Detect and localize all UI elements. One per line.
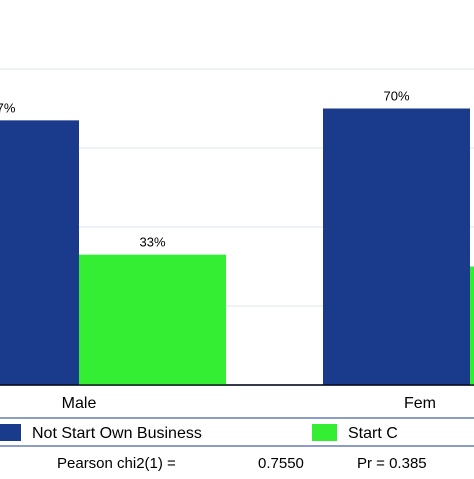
data-labels: 7% 70% 33% — [0, 89, 410, 250]
data-label: 70% — [383, 89, 409, 104]
legend-box — [0, 417, 474, 447]
category-labels: Male Fem — [62, 395, 436, 412]
category-label: Fem — [404, 395, 436, 412]
legend-label: Start C — [348, 425, 398, 442]
footnote: Pearson chi2(1) = 0.7550 Pr = 0.385 — [57, 455, 427, 472]
bars — [0, 108, 474, 385]
footnote-p-value: Pr = 0.385 — [357, 455, 427, 472]
bar-start-female — [470, 266, 474, 385]
legend: Not Start Own Business Start C — [0, 424, 398, 442]
legend-swatch — [0, 424, 21, 441]
footnote-stat-label: Pearson chi2(1) = — [57, 455, 176, 472]
bar-not-start-female — [323, 108, 470, 385]
category-label: Male — [62, 395, 97, 412]
bar-start-male — [79, 254, 226, 385]
footnote-stat-value: 0.7550 — [258, 455, 304, 472]
legend-swatch — [312, 424, 337, 441]
legend-label: Not Start Own Business — [32, 425, 202, 442]
data-label: 33% — [139, 235, 165, 250]
bar-not-start-male — [0, 120, 79, 385]
data-label: 7% — [0, 100, 16, 115]
